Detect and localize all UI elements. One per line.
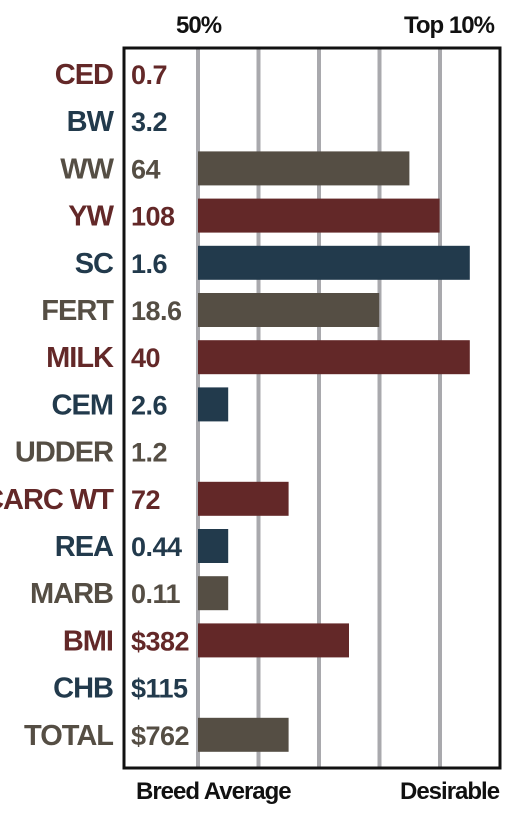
trait-label-chb: CHB: [53, 673, 113, 705]
trait-value-ced: 0.7: [131, 60, 167, 90]
trait-label-fert: FERT: [41, 295, 114, 327]
trait-label-bmi: BMI: [63, 625, 113, 657]
bar-ww: [198, 151, 410, 186]
chart-frame: [122, 46, 502, 770]
trait-label-sc: SC: [75, 248, 114, 280]
bar-total: [198, 717, 289, 752]
bar-marb: [198, 576, 229, 611]
bar-carc-wt: [198, 481, 289, 516]
trait-label-rea: REA: [55, 531, 114, 563]
trait-value-chb: $115: [131, 674, 188, 704]
top-label-50-percent: 50%: [176, 12, 222, 39]
bar-rea: [198, 529, 229, 563]
bar-bmi: [198, 623, 349, 658]
trait-label-bw: BW: [67, 106, 115, 138]
trait-value-marb: 0.11: [131, 579, 181, 609]
trait-value-rea: 0.44: [131, 532, 182, 562]
trait-label-ww: WW: [60, 153, 114, 185]
trait-value-bw: 3.2: [131, 107, 167, 137]
trait-label-milk: MILK: [46, 342, 114, 374]
trait-label-udder: UDDER: [15, 437, 114, 469]
trait-label-yw: YW: [68, 201, 114, 233]
trait-value-bmi: $382: [131, 626, 189, 656]
trait-value-carc-wt: 72: [131, 485, 160, 515]
trait-value-udder: 1.2: [131, 438, 167, 468]
trait-value-total: $762: [131, 721, 189, 751]
bar-milk: [198, 340, 470, 375]
trait-value-milk: 40: [131, 343, 160, 373]
trait-value-yw: 108: [131, 202, 175, 232]
trait-label-ced: CED: [55, 59, 113, 91]
breed-average-label: Breed Average: [136, 778, 292, 805]
trait-value-fert: 18.6: [131, 296, 182, 326]
desirable-label: Desirable: [400, 778, 500, 805]
trait-value-cem: 2.6: [131, 390, 168, 420]
trait-label-total: TOTAL: [24, 720, 113, 752]
trait-label-marb: MARB: [30, 578, 113, 610]
bar-sc: [198, 245, 470, 280]
trait-value-ww: 64: [131, 154, 161, 184]
trait-value-sc: 1.6: [131, 249, 168, 279]
bar-yw: [198, 198, 440, 233]
trait-label-cem: CEM: [52, 389, 113, 421]
bar-cem: [198, 387, 229, 422]
top-label-top-10-percent: Top 10%: [404, 12, 495, 39]
bar-fert: [198, 293, 380, 327]
trait-label-carc-wt: CARC WT: [0, 484, 114, 516]
